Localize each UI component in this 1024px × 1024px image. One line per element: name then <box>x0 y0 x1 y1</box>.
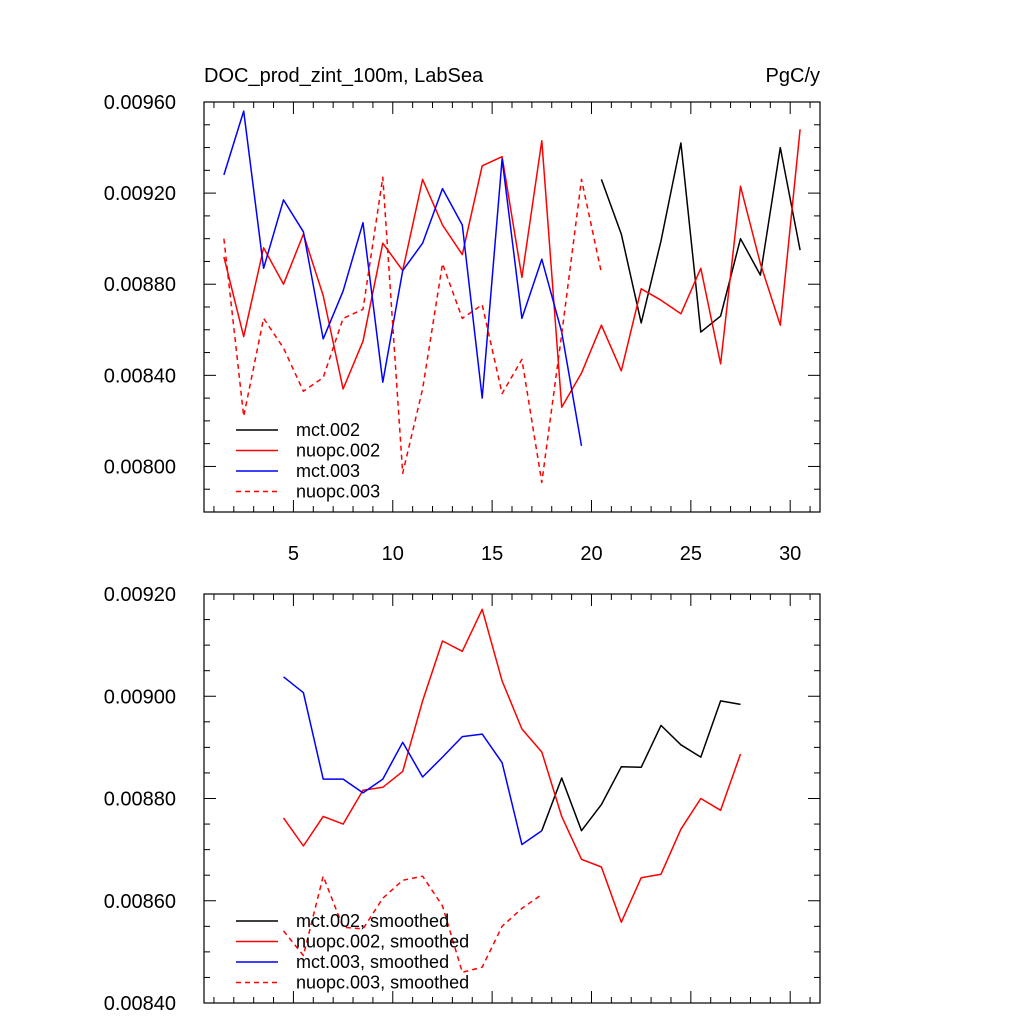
legend-label: nuopc.003, smoothed <box>296 973 469 993</box>
legend-label: mct.003 <box>296 461 360 481</box>
legend-label: nuopc.002 <box>296 441 380 461</box>
y-tick-label: 0.00880 <box>104 274 176 296</box>
y-tick-label: 0.00800 <box>104 456 176 478</box>
legend-label: nuopc.002, smoothed <box>296 932 469 952</box>
x-tick-label: 5 <box>288 543 299 565</box>
y-tick-label: 0.00860 <box>104 891 176 913</box>
series-line-mct-003 <box>223 110 583 447</box>
y-tick-label: 0.00900 <box>104 686 176 708</box>
x-tick-label: 10 <box>382 543 404 565</box>
y-tick-label: 0.00840 <box>104 365 176 387</box>
legend-label: nuopc.003 <box>296 482 380 502</box>
x-tick-label: 20 <box>580 543 602 565</box>
series-line-nuopc-002 <box>223 129 801 408</box>
chart-units: PgC/y <box>766 65 820 87</box>
y-tick-label: 0.00960 <box>104 92 176 114</box>
x-tick-label: 25 <box>680 543 702 565</box>
x-tick-label: 15 <box>481 543 503 565</box>
series-line-mct-002-smoothed <box>541 700 741 832</box>
series-line-nuopc-003-smoothed <box>282 875 543 974</box>
x-tick-label: 30 <box>779 543 801 565</box>
legend-label: mct.002, smoothed <box>296 911 449 931</box>
bottom-panel: 0.00840 0.00860 0.00880 0.00900 0.00920 mct.0… <box>104 584 821 1015</box>
series-line-mct-002 <box>600 142 801 333</box>
y-tick-label: 0.00920 <box>104 183 176 205</box>
y-tick-label: 0.00880 <box>104 789 176 811</box>
top-panel: DOC_prod_zint_100m, LabSea PgC/y 5 10 15 20… <box>104 65 821 565</box>
y-tick-label: 0.00920 <box>104 584 176 606</box>
chart-title: DOC_prod_zint_100m, LabSea <box>204 65 484 87</box>
series-line-nuopc-002-smoothed <box>282 608 742 923</box>
legend-label: mct.003, smoothed <box>296 952 449 972</box>
y-tick-label: 0.00840 <box>104 993 176 1015</box>
legend-label: mct.002 <box>296 420 360 440</box>
series-line-mct-003-smoothed <box>283 676 543 846</box>
